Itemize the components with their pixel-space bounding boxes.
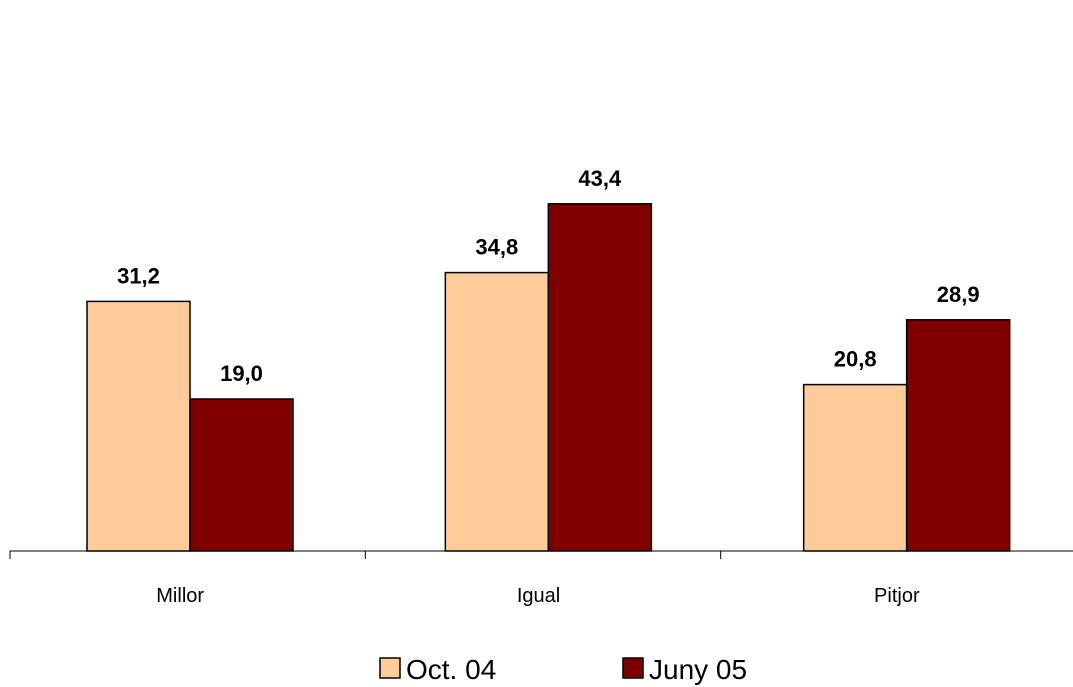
data-label-millor-series-1: 31,2 <box>117 263 160 288</box>
legend-swatch-series-1 <box>379 657 401 679</box>
bar-igual-series-1 <box>444 271 550 552</box>
bars <box>86 203 1011 552</box>
value-labels: 31,2 19,0 34,8 43,4 20,8 28,9 <box>117 166 979 386</box>
data-label-igual-series-1: 34,8 <box>475 235 518 260</box>
data-label-pitjor-series-1: 20,8 <box>834 347 877 372</box>
bar-millor-series-2 <box>189 398 294 552</box>
data-label-igual-series-2: 43,4 <box>578 166 622 191</box>
legend-label-series-2: Juny 05 <box>649 654 747 685</box>
legend: Oct. 04 Juny 05 <box>379 654 747 685</box>
bar-pitjor-series-2 <box>905 319 1011 552</box>
bar-pitjor-series-1 <box>802 383 908 552</box>
bar-igual-series-2 <box>547 203 653 552</box>
category-label-igual: Igual <box>517 585 560 607</box>
category-labels: Millor Igual Pitjor <box>156 585 920 607</box>
data-label-pitjor-series-2: 28,9 <box>937 282 980 307</box>
legend-label-series-1: Oct. 04 <box>406 654 496 685</box>
x-axis-ticks <box>9 551 722 559</box>
data-label-millor-series-2: 19,0 <box>220 361 263 386</box>
category-label-pitjor: Pitjor <box>874 585 920 607</box>
bar-millor-series-1 <box>86 300 191 552</box>
category-label-millor: Millor <box>156 585 204 607</box>
legend-swatch-series-2 <box>622 657 644 679</box>
